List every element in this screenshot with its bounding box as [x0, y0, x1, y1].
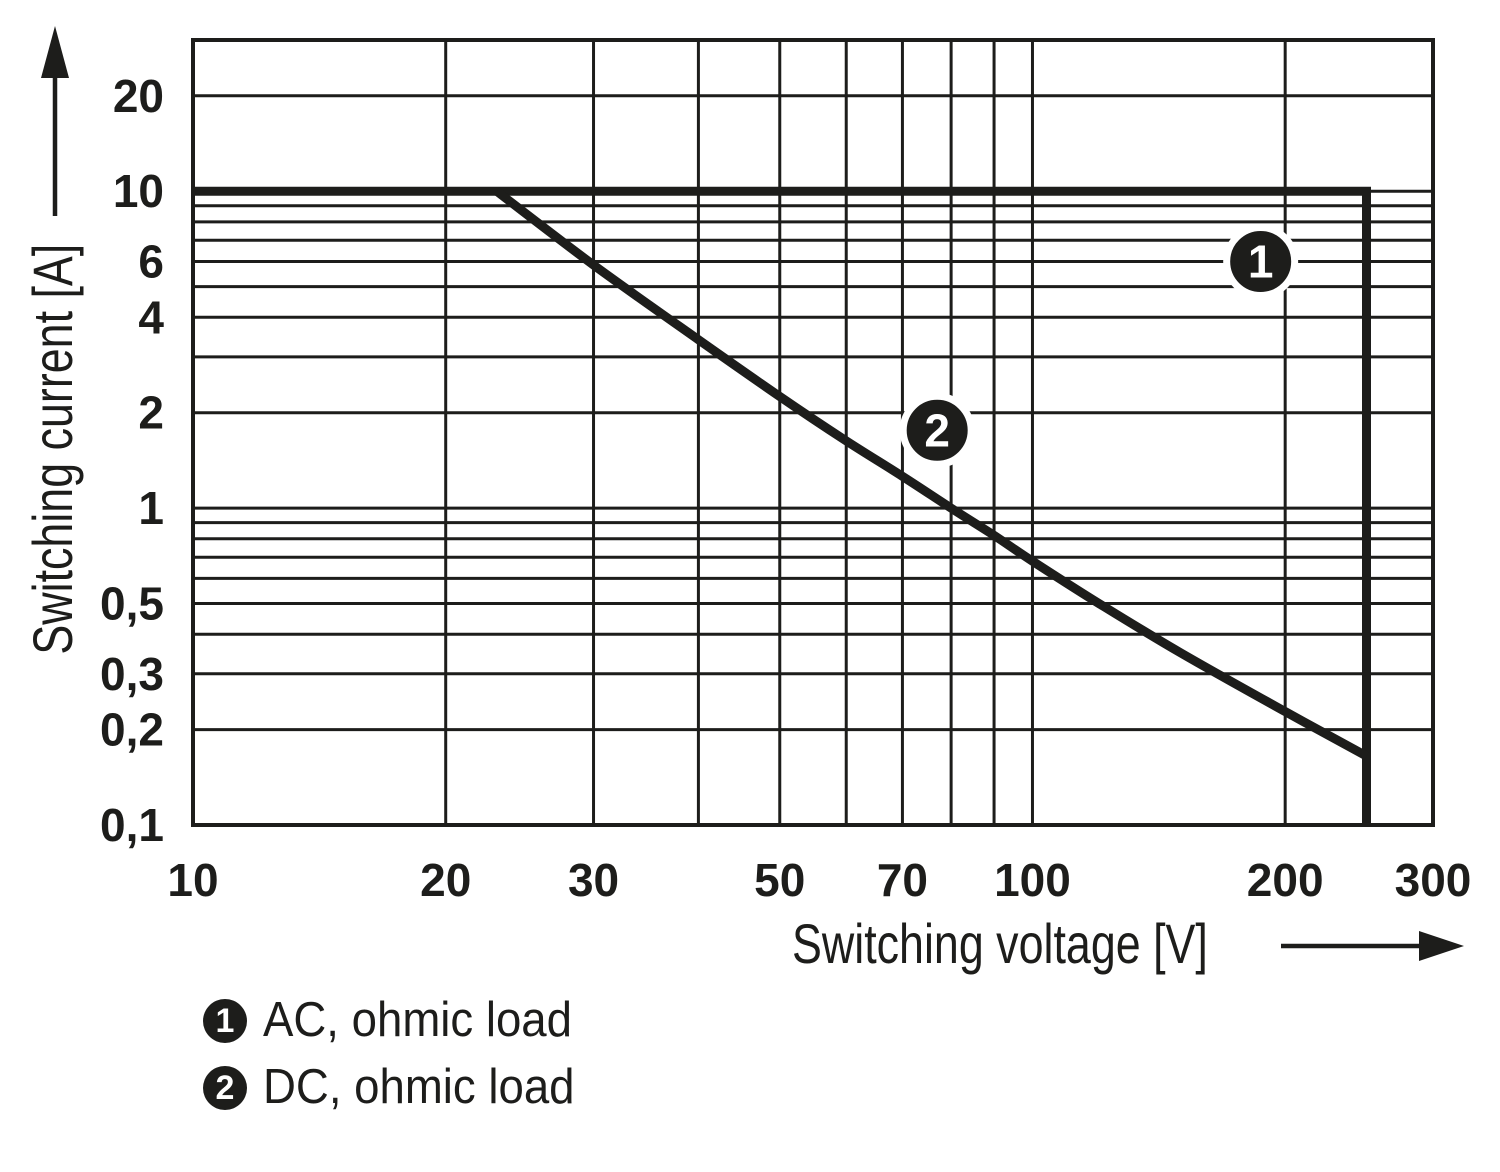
- y-tick-0,3: 0,3: [100, 648, 164, 700]
- x-tick-20: 20: [420, 854, 471, 906]
- y-axis-arrow-icon: [41, 26, 69, 216]
- x-tick-30: 30: [568, 854, 619, 906]
- legend-marker-2-icon: 2: [203, 1065, 247, 1110]
- legend-marker-1-icon: 1: [203, 998, 247, 1043]
- curve-2: [493, 187, 1369, 761]
- curve-marker-2-label: 2: [924, 404, 950, 456]
- y-axis-title: Switching current [A]: [21, 243, 84, 655]
- x-tick-70: 70: [877, 854, 928, 906]
- x-tick-10: 10: [167, 854, 218, 906]
- x-tick-50: 50: [754, 854, 805, 906]
- x-axis-title: Switching voltage [V]: [792, 912, 1208, 975]
- legend-item-dc: 2 DC, ohmic load: [203, 1063, 598, 1112]
- curve-marker-1-label: 1: [1248, 236, 1274, 288]
- y-tick-20: 20: [113, 70, 164, 122]
- x-tick-200: 200: [1247, 854, 1324, 906]
- plot-border: [191, 38, 1435, 827]
- y-tick-2: 2: [138, 387, 164, 439]
- y-tick-0,2: 0,2: [100, 704, 164, 756]
- legend-item-ac: 1 AC, ohmic load: [203, 996, 598, 1045]
- y-tick-10: 10: [113, 165, 164, 217]
- curve-1: [193, 186, 1371, 825]
- y-tick-6: 6: [138, 236, 164, 288]
- x-tick-300: 300: [1395, 854, 1472, 906]
- legend: 1 AC, ohmic load 2 DC, ohmic load: [203, 996, 598, 1130]
- y-tick-4: 4: [138, 291, 164, 343]
- y-tick-0,1: 0,1: [100, 799, 164, 851]
- x-tick-100: 100: [994, 854, 1071, 906]
- legend-label-ac: AC, ohmic load: [263, 993, 573, 1047]
- curve-marker-2-icon: [899, 392, 975, 468]
- y-tick-1: 1: [138, 482, 164, 534]
- legend-label-dc: DC, ohmic load: [263, 1060, 575, 1114]
- curve-marker-1-icon: [1223, 224, 1299, 300]
- x-axis-arrow-icon: [1281, 931, 1464, 961]
- y-tick-0,5: 0,5: [100, 577, 164, 629]
